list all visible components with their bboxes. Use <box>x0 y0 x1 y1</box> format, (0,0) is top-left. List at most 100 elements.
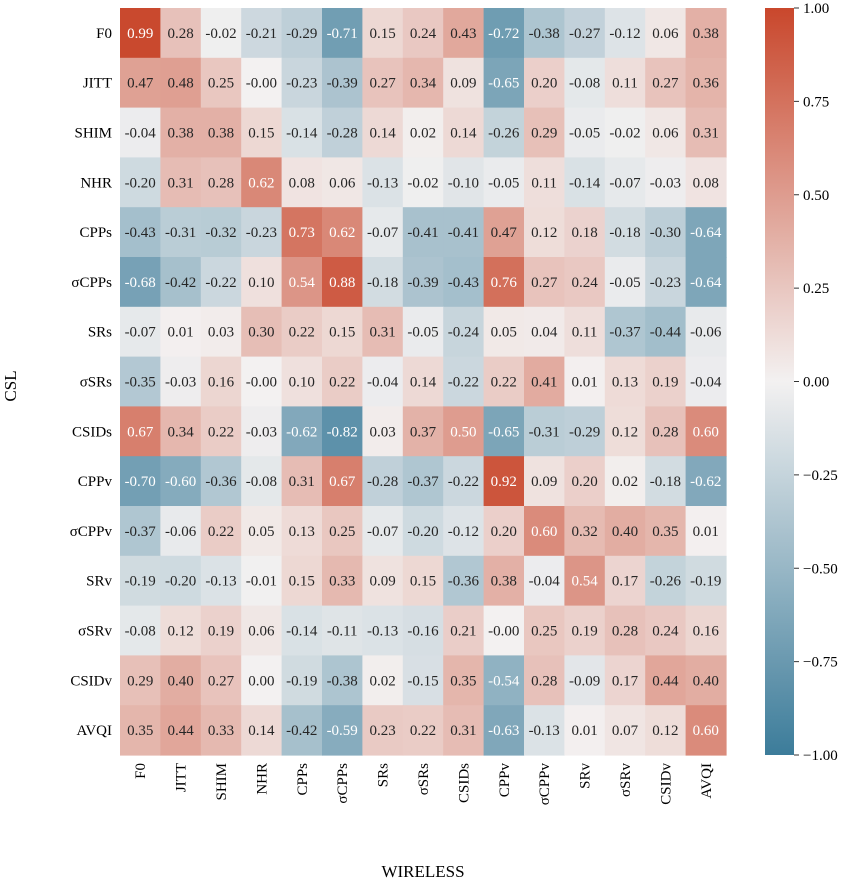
heatmap-cell <box>241 506 283 557</box>
heatmap-cell <box>564 57 606 109</box>
heatmap-cell <box>524 157 565 208</box>
heatmap-cell <box>685 8 727 59</box>
cell-value-label: 0.76 <box>491 275 518 291</box>
heatmap-cell <box>322 306 363 358</box>
heatmap-cell <box>604 356 646 407</box>
cell-value-label: -0.39 <box>407 275 438 291</box>
cell-value-label: 0.17 <box>612 673 639 689</box>
heatmap-cell <box>645 257 687 308</box>
cell-value-label: 0.15 <box>289 574 315 590</box>
heatmap-cell <box>645 506 687 557</box>
heatmap-cell <box>645 157 687 208</box>
heatmap-cell <box>483 257 525 308</box>
heatmap-cell <box>362 8 404 59</box>
heatmap-cell <box>120 57 161 109</box>
heatmap-cell <box>604 705 646 756</box>
heatmap-cell <box>241 456 283 507</box>
heatmap-cell <box>604 257 646 308</box>
cell-value-label: 0.08 <box>289 175 315 191</box>
heatmap-cell <box>483 107 525 158</box>
cell-value-label: -0.41 <box>448 225 479 241</box>
heatmap-cell <box>322 107 363 158</box>
heatmap-cell <box>402 8 444 59</box>
heatmap-cell <box>241 57 283 109</box>
cell-value-label: 0.31 <box>167 175 193 191</box>
heatmap-cell <box>645 655 687 706</box>
x-tick-label: SRv <box>578 763 594 789</box>
heatmap-cell <box>483 356 525 407</box>
heatmap-cell <box>322 555 363 607</box>
heatmap-cell <box>443 257 485 308</box>
heatmap-cell <box>160 207 202 258</box>
heatmap-cell <box>483 57 525 109</box>
cell-value-label: 0.50 <box>450 424 476 440</box>
cell-value-label: -0.20 <box>125 175 156 191</box>
heatmap-cell <box>483 456 525 507</box>
heatmap-cell <box>483 655 525 706</box>
cell-value-label: 0.31 <box>693 126 719 142</box>
cell-value-label: -0.00 <box>488 624 519 640</box>
cell-value-label: -0.38 <box>327 673 358 689</box>
heatmap-cell <box>645 605 687 656</box>
cell-value-label: 0.40 <box>693 673 719 689</box>
cell-value-label: 0.40 <box>167 673 193 689</box>
heatmap-cell <box>241 356 283 407</box>
cell-value-label: -0.43 <box>125 225 156 241</box>
cell-value-label: 0.01 <box>571 723 597 739</box>
cell-value-label: -0.32 <box>205 225 236 241</box>
cell-value-label: -0.43 <box>448 275 479 291</box>
heatmap-cell <box>160 8 202 59</box>
cell-value-label: -0.02 <box>205 26 236 42</box>
colorbar-tick-label: −0.75 <box>803 655 838 671</box>
cell-value-label: 0.38 <box>167 126 193 142</box>
heatmap-cell <box>362 506 404 557</box>
heatmap-cell <box>120 107 161 158</box>
cell-value-label: -0.09 <box>569 673 600 689</box>
heatmap-cell <box>645 8 687 59</box>
heatmap-cell <box>483 605 525 656</box>
heatmap-cell <box>160 406 202 457</box>
cell-value-label: -0.11 <box>327 624 358 640</box>
x-tick-label: CSIDv <box>658 763 674 805</box>
y-tick-label: σCPPv <box>70 524 113 540</box>
y-axis-label: CSL <box>1 370 20 401</box>
cell-value-label: 0.30 <box>248 325 274 341</box>
heatmap-cell <box>241 207 283 258</box>
cell-value-label: 0.05 <box>248 524 274 540</box>
cell-value-label: 0.03 <box>369 424 395 440</box>
heatmap-cell <box>120 655 161 706</box>
heatmap-cell <box>160 107 202 158</box>
x-tick-label: SHIM <box>214 763 230 801</box>
cell-value-label: 0.35 <box>127 723 153 739</box>
x-tick-label: F0 <box>133 763 149 779</box>
cell-value-label: 0.28 <box>652 424 678 440</box>
heatmap-cell <box>645 57 687 109</box>
heatmap-cell <box>281 107 323 158</box>
heatmap-cell <box>281 356 323 407</box>
x-axis-label: WIRELESS <box>381 862 464 880</box>
heatmap-cell <box>604 406 646 457</box>
heatmap-cell <box>402 705 444 756</box>
cell-value-label: -0.54 <box>488 673 520 689</box>
cell-value-label: -0.15 <box>407 673 438 689</box>
heatmap-cell <box>483 506 525 557</box>
heatmap-cell <box>564 406 606 457</box>
cell-value-label: -0.20 <box>165 574 196 590</box>
heatmap-cell <box>160 456 202 507</box>
cell-value-label: 0.04 <box>531 325 558 341</box>
cell-value-label: -0.10 <box>448 175 479 191</box>
heatmap-cell <box>281 605 323 656</box>
cell-value-label: 0.01 <box>693 524 719 540</box>
heatmap-cell <box>362 207 404 258</box>
heatmap-cell <box>200 57 242 109</box>
heatmap-cell <box>604 456 646 507</box>
heatmap-cell <box>281 257 323 308</box>
heatmap-cell <box>443 57 485 109</box>
cell-value-label: 0.31 <box>450 723 476 739</box>
cell-value-label: 0.34 <box>167 424 194 440</box>
cell-value-label: 0.15 <box>329 325 355 341</box>
cell-value-label: -0.05 <box>407 325 438 341</box>
heatmap-cell <box>402 207 444 258</box>
heatmap-cell <box>322 257 363 308</box>
colorbar <box>765 8 794 755</box>
